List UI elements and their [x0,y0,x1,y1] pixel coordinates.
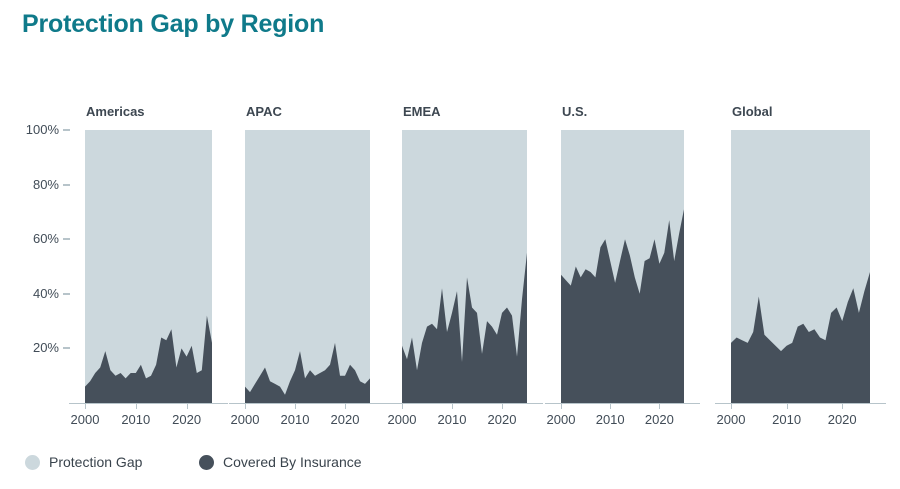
area-chart [85,130,212,403]
area-chart [402,130,527,403]
x-tick-mark [659,404,661,409]
covered-by-insurance-swatch-icon [199,454,214,470]
subplot-title: APAC [246,104,282,119]
x-axis-line [69,403,228,404]
x-axis-line [545,403,700,404]
x-tick-label: 2020 [827,412,857,427]
x-tick-label: 2000 [387,412,417,427]
x-axis-line [386,403,543,404]
legend-label-protection-gap: Protection Gap [49,454,143,470]
x-axis-line [229,403,386,404]
legend-item-protection-gap: Protection Gap [25,453,142,471]
x-axis-line [715,403,886,404]
x-tick-label: 2010 [280,412,310,427]
x-tick-label: 2020 [644,412,674,427]
x-tick-mark [731,404,732,409]
y-tick-mark [63,292,70,295]
area-chart [731,130,870,403]
x-tick-label: 2010 [595,412,625,427]
y-tick-mark [63,347,70,350]
x-tick-mark [402,404,403,409]
protection-gap-swatch-icon [25,454,40,470]
x-tick-label: 2010 [121,412,151,427]
x-tick-label: 2000 [230,412,260,427]
x-tick-mark [452,404,453,409]
x-tick-mark [295,404,296,409]
x-tick-label: 2000 [70,412,100,427]
y-tick-label: 100% [25,122,59,137]
x-tick-label: 2020 [330,412,360,427]
x-tick-mark [502,404,503,409]
area-chart [561,130,684,403]
subplot-title: Americas [86,104,145,119]
subplot-americas: Americas 2000 2010 2020 [69,104,228,443]
y-tick-mark [63,129,70,131]
subplot-title: U.S. [562,104,588,119]
y-tick-label: 80% [32,176,59,192]
subplot-emea: EMEA 2000 2010 2020 [386,104,543,443]
subplot-title: Global [732,104,773,119]
x-tick-label: 2020 [172,412,202,427]
legend-label-covered: Covered By Insurance [223,454,362,470]
x-tick-label: 2010 [772,412,802,427]
x-tick-label: 2000 [716,412,746,427]
legend-item-covered: Covered By Insurance [199,453,362,471]
x-tick-label: 2020 [487,412,517,427]
x-tick-mark [561,404,562,409]
area-chart [245,130,370,403]
x-tick-mark [842,404,844,409]
y-tick-label: 40% [32,285,59,301]
legend: Protection Gap Covered By Insurance [0,453,900,473]
page-title: Protection Gap by Region [22,10,325,38]
x-tick-mark [85,404,86,409]
y-tick-label: 20% [32,340,59,356]
x-tick-mark [135,404,137,409]
y-tick-mark [63,238,70,241]
x-tick-label: 2010 [437,412,467,427]
x-tick-mark [610,404,612,409]
x-tick-label: 2000 [546,412,576,427]
subplot-us: U.S. 2000 2010 2020 [545,104,700,443]
subplot-title: EMEA [403,104,441,119]
x-tick-mark [345,404,346,409]
subplot-apac: APAC 2000 2010 2020 [229,104,386,443]
y-tick-mark [63,183,70,186]
x-tick-mark [245,404,246,409]
subplot-global: Global 2000 2010 2020 [715,104,886,443]
x-tick-mark [186,404,188,409]
x-tick-mark [786,404,788,409]
y-tick-label: 60% [32,231,59,247]
